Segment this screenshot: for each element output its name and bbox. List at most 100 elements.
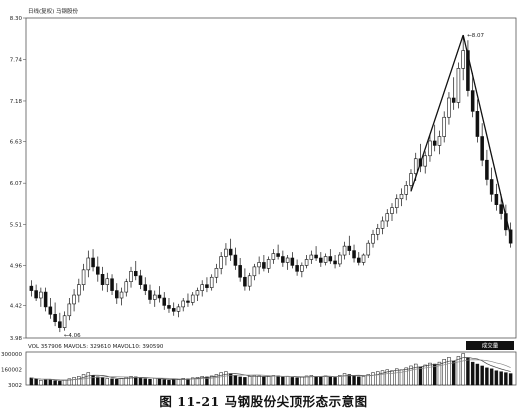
candle-body bbox=[432, 140, 437, 146]
candle-body bbox=[34, 290, 38, 299]
volume-bar bbox=[371, 372, 375, 386]
candle-body bbox=[314, 254, 318, 259]
volume-bar bbox=[475, 363, 480, 386]
volume-bar bbox=[347, 374, 352, 386]
candle-body bbox=[62, 315, 67, 328]
candle-body bbox=[404, 185, 409, 195]
peak-label: ←8.07 bbox=[467, 33, 484, 39]
volume-bar bbox=[470, 361, 475, 386]
candle-body bbox=[300, 265, 304, 272]
candle-body bbox=[200, 284, 204, 291]
volume-bar bbox=[404, 367, 408, 386]
candle-body bbox=[437, 136, 442, 146]
volume-bar bbox=[157, 378, 162, 386]
volume-bar bbox=[447, 357, 451, 386]
candle-body bbox=[77, 284, 81, 296]
candle-body bbox=[148, 290, 152, 300]
volume-bar bbox=[167, 379, 171, 386]
candle-body bbox=[380, 220, 385, 229]
candle-body bbox=[352, 250, 356, 259]
candle-body bbox=[195, 290, 200, 296]
candle-body bbox=[43, 291, 48, 308]
candle-body bbox=[129, 271, 133, 283]
volume-bar bbox=[504, 372, 508, 386]
volume-bar bbox=[494, 370, 499, 386]
y-tick-label: 6.63 bbox=[10, 140, 23, 146]
volume-bar bbox=[195, 377, 200, 386]
volume-bar bbox=[290, 377, 295, 386]
candle-body bbox=[470, 90, 475, 112]
volume-bar bbox=[461, 353, 465, 386]
volume-corner-tag-bg bbox=[466, 341, 514, 350]
candle-body bbox=[209, 276, 214, 288]
volume-bar bbox=[271, 375, 276, 386]
y-tick-label: 6.07 bbox=[10, 181, 23, 187]
volume-bar bbox=[281, 376, 285, 386]
volume-bar bbox=[129, 376, 133, 386]
candle-body bbox=[480, 136, 484, 161]
candle-body bbox=[167, 305, 171, 309]
candle-body bbox=[328, 256, 333, 262]
volume-bar bbox=[110, 378, 114, 386]
candle-body bbox=[276, 253, 280, 257]
candle-body bbox=[252, 266, 257, 277]
volume-bar bbox=[48, 379, 53, 386]
volume-corner-tag: 成交量 bbox=[482, 342, 499, 350]
candle-body bbox=[91, 257, 95, 268]
volume-bar bbox=[148, 379, 152, 386]
volume-bar bbox=[485, 367, 489, 386]
candle-body bbox=[371, 233, 375, 244]
candle-body bbox=[361, 254, 366, 263]
candle-body bbox=[466, 50, 470, 91]
candle-body bbox=[485, 159, 489, 180]
candle-body bbox=[247, 275, 252, 287]
candle-body bbox=[181, 300, 185, 308]
volume-bar bbox=[238, 376, 242, 386]
volume-bar bbox=[209, 375, 214, 386]
candle-body bbox=[86, 257, 91, 271]
candle-body bbox=[124, 281, 129, 293]
candle-body bbox=[385, 213, 390, 222]
volume-bar bbox=[499, 371, 503, 386]
volume-bar bbox=[338, 375, 342, 386]
volume-bar bbox=[319, 376, 323, 386]
volume-y-tick-label: 300000 bbox=[1, 352, 22, 358]
volume-bar bbox=[100, 377, 105, 386]
volume-bar bbox=[285, 376, 290, 386]
volume-bar bbox=[352, 375, 356, 386]
low-label: ←4.06 bbox=[64, 333, 81, 339]
volume-bar bbox=[77, 376, 81, 386]
volume-bar bbox=[390, 370, 394, 386]
volume-bar bbox=[86, 372, 91, 386]
volume-bar bbox=[143, 378, 147, 386]
candle-body bbox=[394, 198, 399, 208]
volume-bar bbox=[437, 361, 442, 386]
volume-bar bbox=[376, 371, 380, 386]
y-tick-label: 3.98 bbox=[10, 336, 23, 342]
candle-body bbox=[238, 265, 242, 278]
volume-bar bbox=[29, 377, 34, 386]
candle-body bbox=[190, 294, 195, 303]
volume-bar bbox=[58, 380, 62, 386]
candle-body bbox=[100, 273, 105, 285]
volume-bar bbox=[53, 380, 57, 386]
volume-bar bbox=[366, 374, 370, 386]
candle-body bbox=[323, 256, 328, 263]
volume-bar bbox=[395, 368, 399, 386]
volume-bar bbox=[162, 379, 166, 386]
candle-body bbox=[143, 284, 148, 291]
volume-bar bbox=[96, 376, 100, 386]
volume-bar bbox=[418, 366, 423, 386]
candle-body bbox=[409, 173, 413, 186]
volume-bar bbox=[172, 379, 176, 386]
candle-body bbox=[366, 242, 371, 256]
candle-body bbox=[281, 256, 285, 263]
candle-body bbox=[157, 294, 162, 299]
volume-y-tick-label: 3002 bbox=[8, 383, 22, 389]
candle-body bbox=[489, 179, 494, 195]
volume-bar bbox=[266, 376, 271, 386]
volume-bar bbox=[276, 375, 280, 386]
candle-body bbox=[390, 207, 394, 214]
candle-body bbox=[475, 111, 480, 137]
volume-bar bbox=[124, 377, 128, 386]
